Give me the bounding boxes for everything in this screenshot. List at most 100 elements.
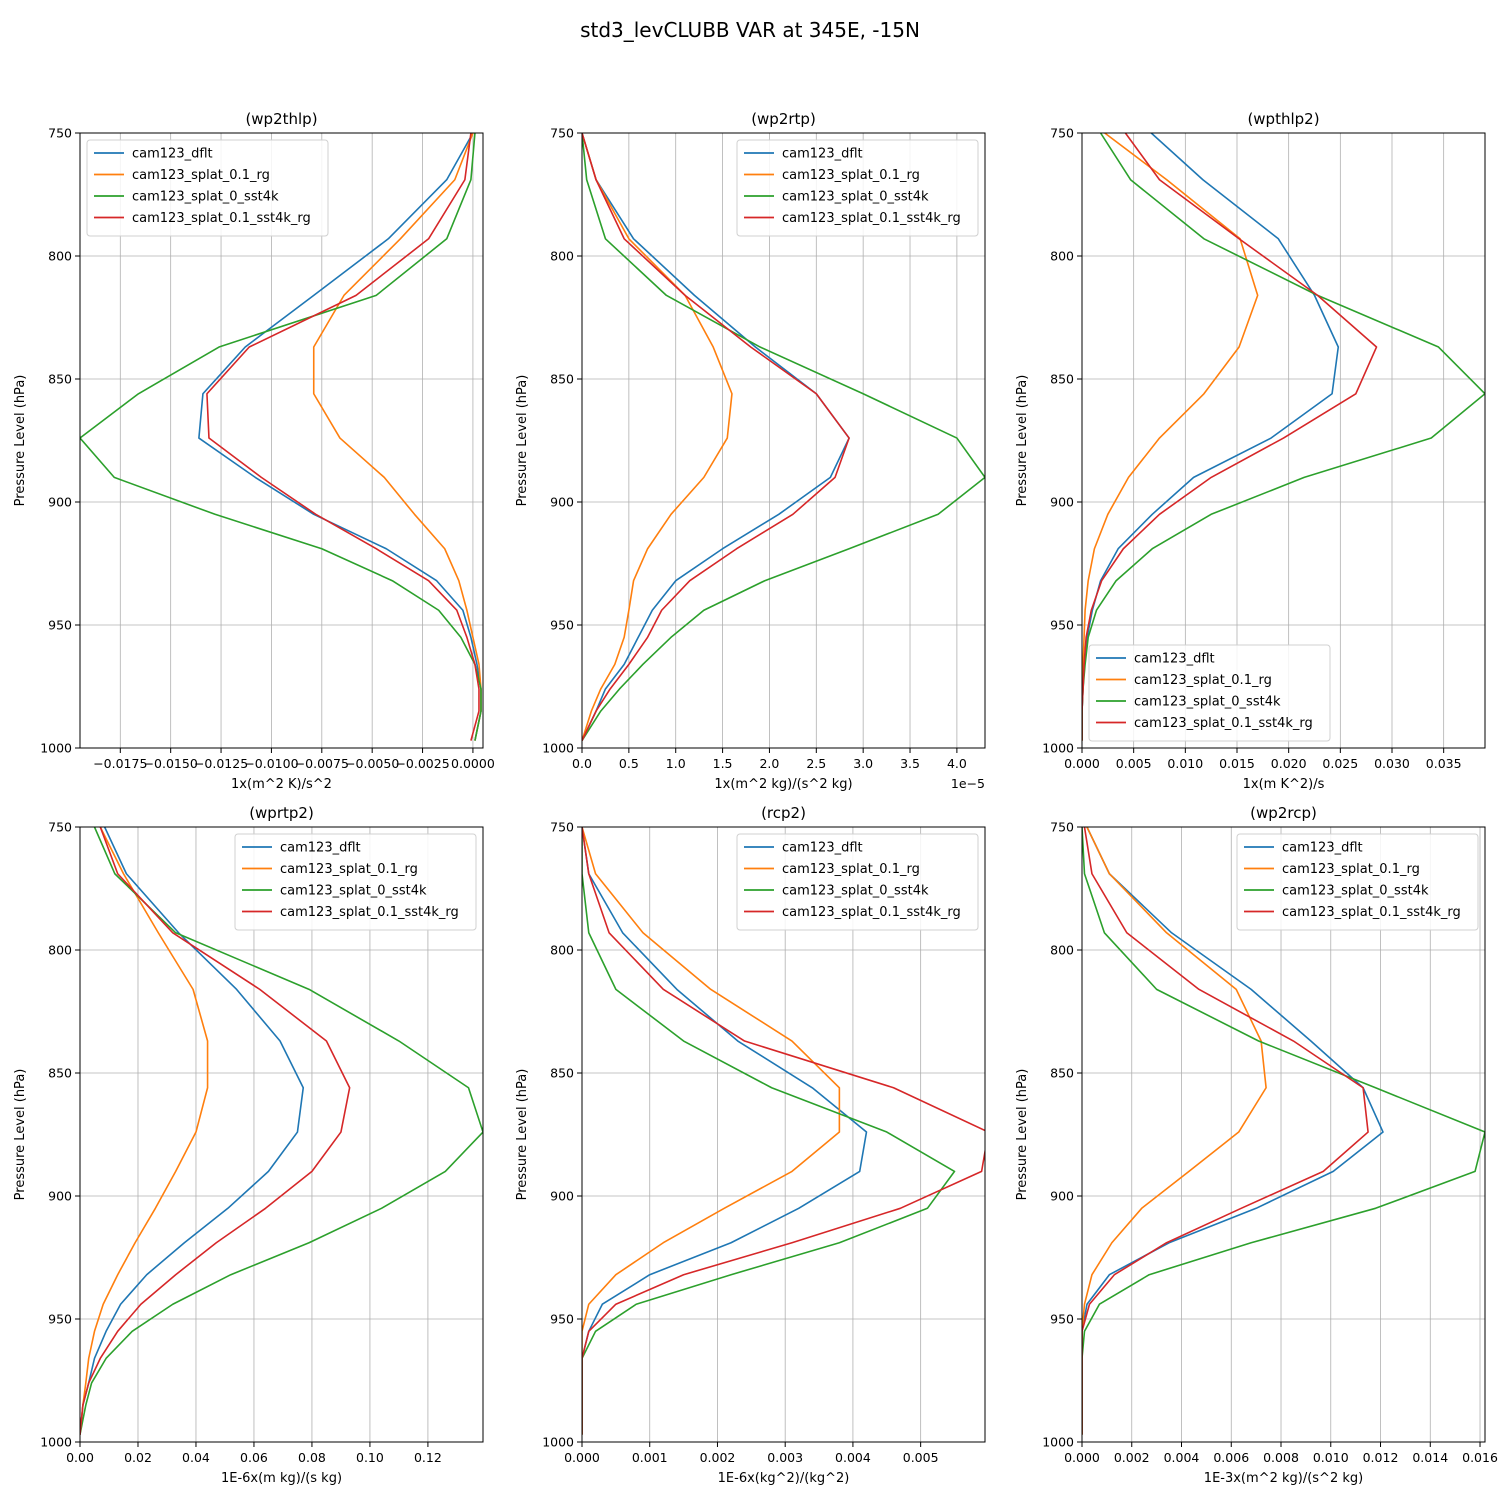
x-tick-label: 0.025: [1322, 756, 1358, 771]
chart-panel-6: 0.000 0.002 0.004 0.006 0.008 0.010 0.012 0.014…: [1015, 804, 1498, 1486]
legend-entry: cam123_splat_0_sst4k: [280, 884, 427, 899]
series-line-4: [582, 827, 985, 1435]
y-tick-label: 1000: [1042, 741, 1074, 756]
x-axis-label: 1x(m^2 kg)/(s^2 kg): [714, 777, 852, 792]
x-tick-label: 0.004: [835, 1450, 871, 1465]
legend-box: [1236, 833, 1479, 931]
series-lines: [582, 133, 985, 742]
legend-entry: cam123_splat_0_sst4k: [1282, 884, 1429, 899]
x-tick-label: 0.000: [1064, 1450, 1100, 1465]
series-line-3: [582, 827, 956, 1435]
y-tick-label: 750: [48, 820, 72, 835]
legend-box: [736, 833, 979, 931]
series-line-3: [80, 827, 483, 1435]
legend-entry: cam123_splat_0_sst4k: [782, 884, 929, 899]
legend-entry: cam123_splat_0.1_sst4k_rg: [132, 211, 311, 226]
panel-title: (wpthlp2): [1247, 110, 1319, 128]
y-tick-label: 800: [48, 943, 72, 958]
x-tick-label: 0.000: [1064, 756, 1100, 771]
x-tick-label: 0.015: [1219, 756, 1255, 771]
axes-frame: [79, 826, 484, 1443]
x-tick-label: 0.12: [414, 1450, 442, 1465]
legend-entry: cam123_splat_0.1_rg: [1134, 673, 1272, 688]
series-line-2: [312, 133, 482, 741]
axes-frame: [1081, 132, 1486, 749]
x-tick-label: 3.0: [853, 756, 873, 771]
x-tick-label: 0.0000: [451, 756, 495, 771]
y-axis-label: Pressure Level (hPa): [1015, 375, 1030, 507]
y-axis-label: Pressure Level (hPa): [515, 1069, 530, 1201]
series-line-4: [206, 133, 480, 741]
series-line-1: [80, 827, 305, 1435]
series-lines: [80, 133, 482, 741]
legend-entry: cam123_dflt: [782, 147, 863, 162]
x-tick-label: 0.002: [700, 1450, 736, 1465]
x-tick-label: −0.0150: [144, 756, 198, 771]
x-tick-label: 0.004: [1164, 1450, 1200, 1465]
legend-box: [86, 139, 329, 237]
chart-panels: −0.0175−0.0150−0.0125−0.0100−0.0075−0.00…: [13, 110, 1498, 1486]
x-tick-label: 2.0: [759, 756, 779, 771]
x-tick-label: 4.0: [947, 756, 967, 771]
x-tick-label: 1.5: [713, 756, 733, 771]
y-tick-label: 850: [550, 1066, 574, 1081]
x-tick-label: 0.02: [124, 1450, 152, 1465]
panel-title: (wp2rcp): [1250, 804, 1317, 822]
y-axis-label: Pressure Level (hPa): [515, 375, 530, 507]
series-line-2: [80, 827, 209, 1435]
series-lines: [80, 827, 483, 1435]
x-tick-label: −0.0025: [395, 756, 449, 771]
axes-frame: [79, 132, 484, 749]
y-tick-label: 1000: [40, 741, 72, 756]
x-tick-label: 0.010: [1167, 756, 1203, 771]
figure-title: std3_levCLUBB VAR at 345E, -15N: [580, 18, 920, 42]
x-tick-label: 0.006: [1213, 1450, 1249, 1465]
x-tick-label: 0.002: [1114, 1450, 1150, 1465]
y-tick-label: 1000: [1042, 1435, 1074, 1450]
x-tick-label: −0.0100: [244, 756, 298, 771]
y-tick-label: 900: [1050, 1189, 1074, 1204]
x-tick-label: 0.035: [1426, 756, 1462, 771]
y-tick-label: 800: [48, 249, 72, 264]
series-line-2: [582, 827, 841, 1435]
series-line-4: [1082, 827, 1369, 1435]
x-tick-label: −0.0075: [295, 756, 349, 771]
x-tick-label: −0.0050: [345, 756, 399, 771]
y-tick-label: 900: [48, 495, 72, 510]
series-line-2: [582, 133, 733, 741]
x-tick-label: −0.0125: [194, 756, 248, 771]
y-tick-label: 800: [1050, 943, 1074, 958]
y-tick-label: 900: [550, 1189, 574, 1204]
legend: cam123_dflt cam123_splat_0.1_rg cam123_spl…: [234, 833, 477, 931]
series-line-1: [582, 827, 868, 1435]
y-tick-label: 1000: [542, 741, 574, 756]
series-lines: [582, 827, 985, 1435]
chart-panel-3: 0.000 0.005 0.010 0.015 0.020 0.025 0.030 0.035…: [1015, 110, 1486, 792]
legend-entry: cam123_dflt: [1134, 652, 1215, 667]
legend-box: [736, 139, 979, 237]
axes-frame: [1081, 826, 1486, 1443]
series-line-4: [1082, 133, 1378, 741]
y-tick-label: 950: [48, 618, 72, 633]
legend-box: [1088, 644, 1331, 742]
panel-title: (rcp2): [761, 804, 806, 822]
series-line-1: [1082, 827, 1384, 1435]
legend-entry: cam123_splat_0.1_sst4k_rg: [782, 905, 961, 920]
y-tick-label: 850: [48, 1066, 72, 1081]
y-tick-label: 800: [550, 943, 574, 958]
legend-entry: cam123_splat_0_sst4k: [1134, 695, 1281, 710]
x-tick-label: 0.08: [298, 1450, 326, 1465]
legend-entry: cam123_splat_0.1_sst4k_rg: [782, 211, 961, 226]
y-tick-label: 950: [1050, 618, 1074, 633]
legend-entry: cam123_splat_0.1_rg: [782, 862, 920, 877]
y-tick-label: 750: [550, 126, 574, 141]
legend-entry: cam123_splat_0_sst4k: [782, 190, 929, 205]
legend-entry: cam123_splat_0.1_sst4k_rg: [280, 905, 459, 920]
y-tick-label: 950: [48, 1312, 72, 1327]
series-line-1: [198, 133, 482, 741]
x-tick-label: 0.014: [1412, 1450, 1448, 1465]
legend-entry: cam123_splat_0.1_sst4k_rg: [1134, 716, 1313, 731]
x-tick-label: 0.005: [903, 1450, 939, 1465]
legend-entry: cam123_dflt: [782, 841, 863, 856]
x-tick-label: 0.012: [1363, 1450, 1399, 1465]
